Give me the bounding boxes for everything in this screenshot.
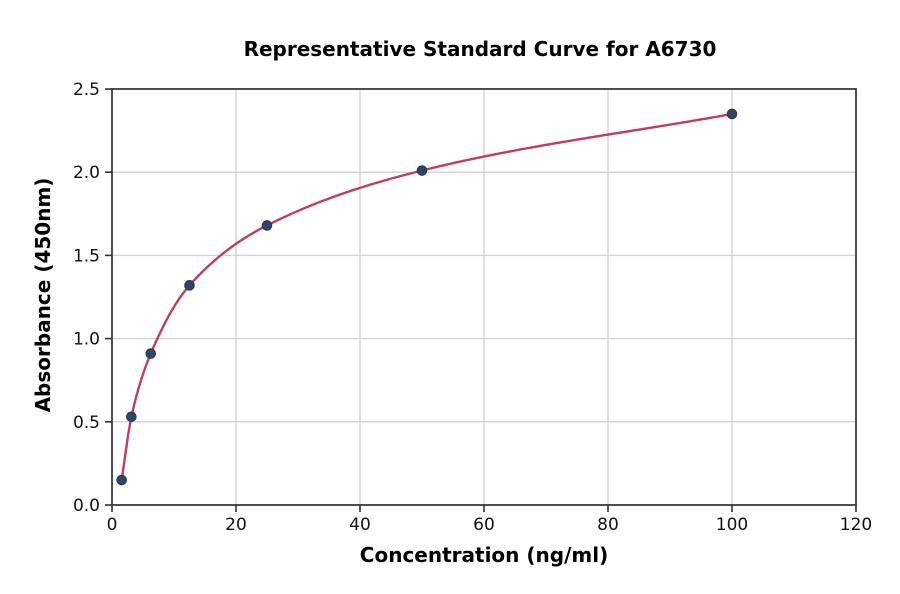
y-tick-label: 1.0	[73, 330, 100, 350]
x-tick-label: 0	[107, 515, 118, 535]
x-tick-label: 80	[597, 515, 619, 535]
data-point	[126, 411, 137, 423]
data-point	[116, 474, 127, 486]
data-point	[184, 280, 195, 291]
x-tick-label: 60	[473, 515, 495, 535]
x-tick-label: 20	[225, 515, 247, 535]
x-tick-label: 40	[349, 515, 371, 535]
y-tick-label: 0.5	[73, 413, 100, 433]
y-axis-label: Absorbance (450nm)	[31, 178, 55, 413]
grid	[111, 88, 857, 506]
x-tick-label: 100	[716, 515, 748, 535]
x-axis-label: Concentration (ng/ml)	[360, 543, 608, 567]
series	[116, 108, 738, 486]
chart-title: Representative Standard Curve for A6730	[244, 37, 717, 61]
data-point	[261, 220, 273, 231]
data-point	[416, 165, 428, 176]
y-tick-label: 2.0	[73, 163, 100, 183]
axes: 0 20 40 60 80 100 120 0.0 0.5 1.0 1.5 2.0 2.5	[73, 80, 872, 535]
y-tick-label: 0.0	[73, 496, 100, 516]
data-point	[145, 348, 157, 359]
y-tick-label: 1.5	[73, 246, 100, 266]
x-tick-label: 120	[840, 515, 872, 535]
y-tick-label: 2.5	[73, 80, 100, 100]
data-point	[726, 108, 738, 120]
